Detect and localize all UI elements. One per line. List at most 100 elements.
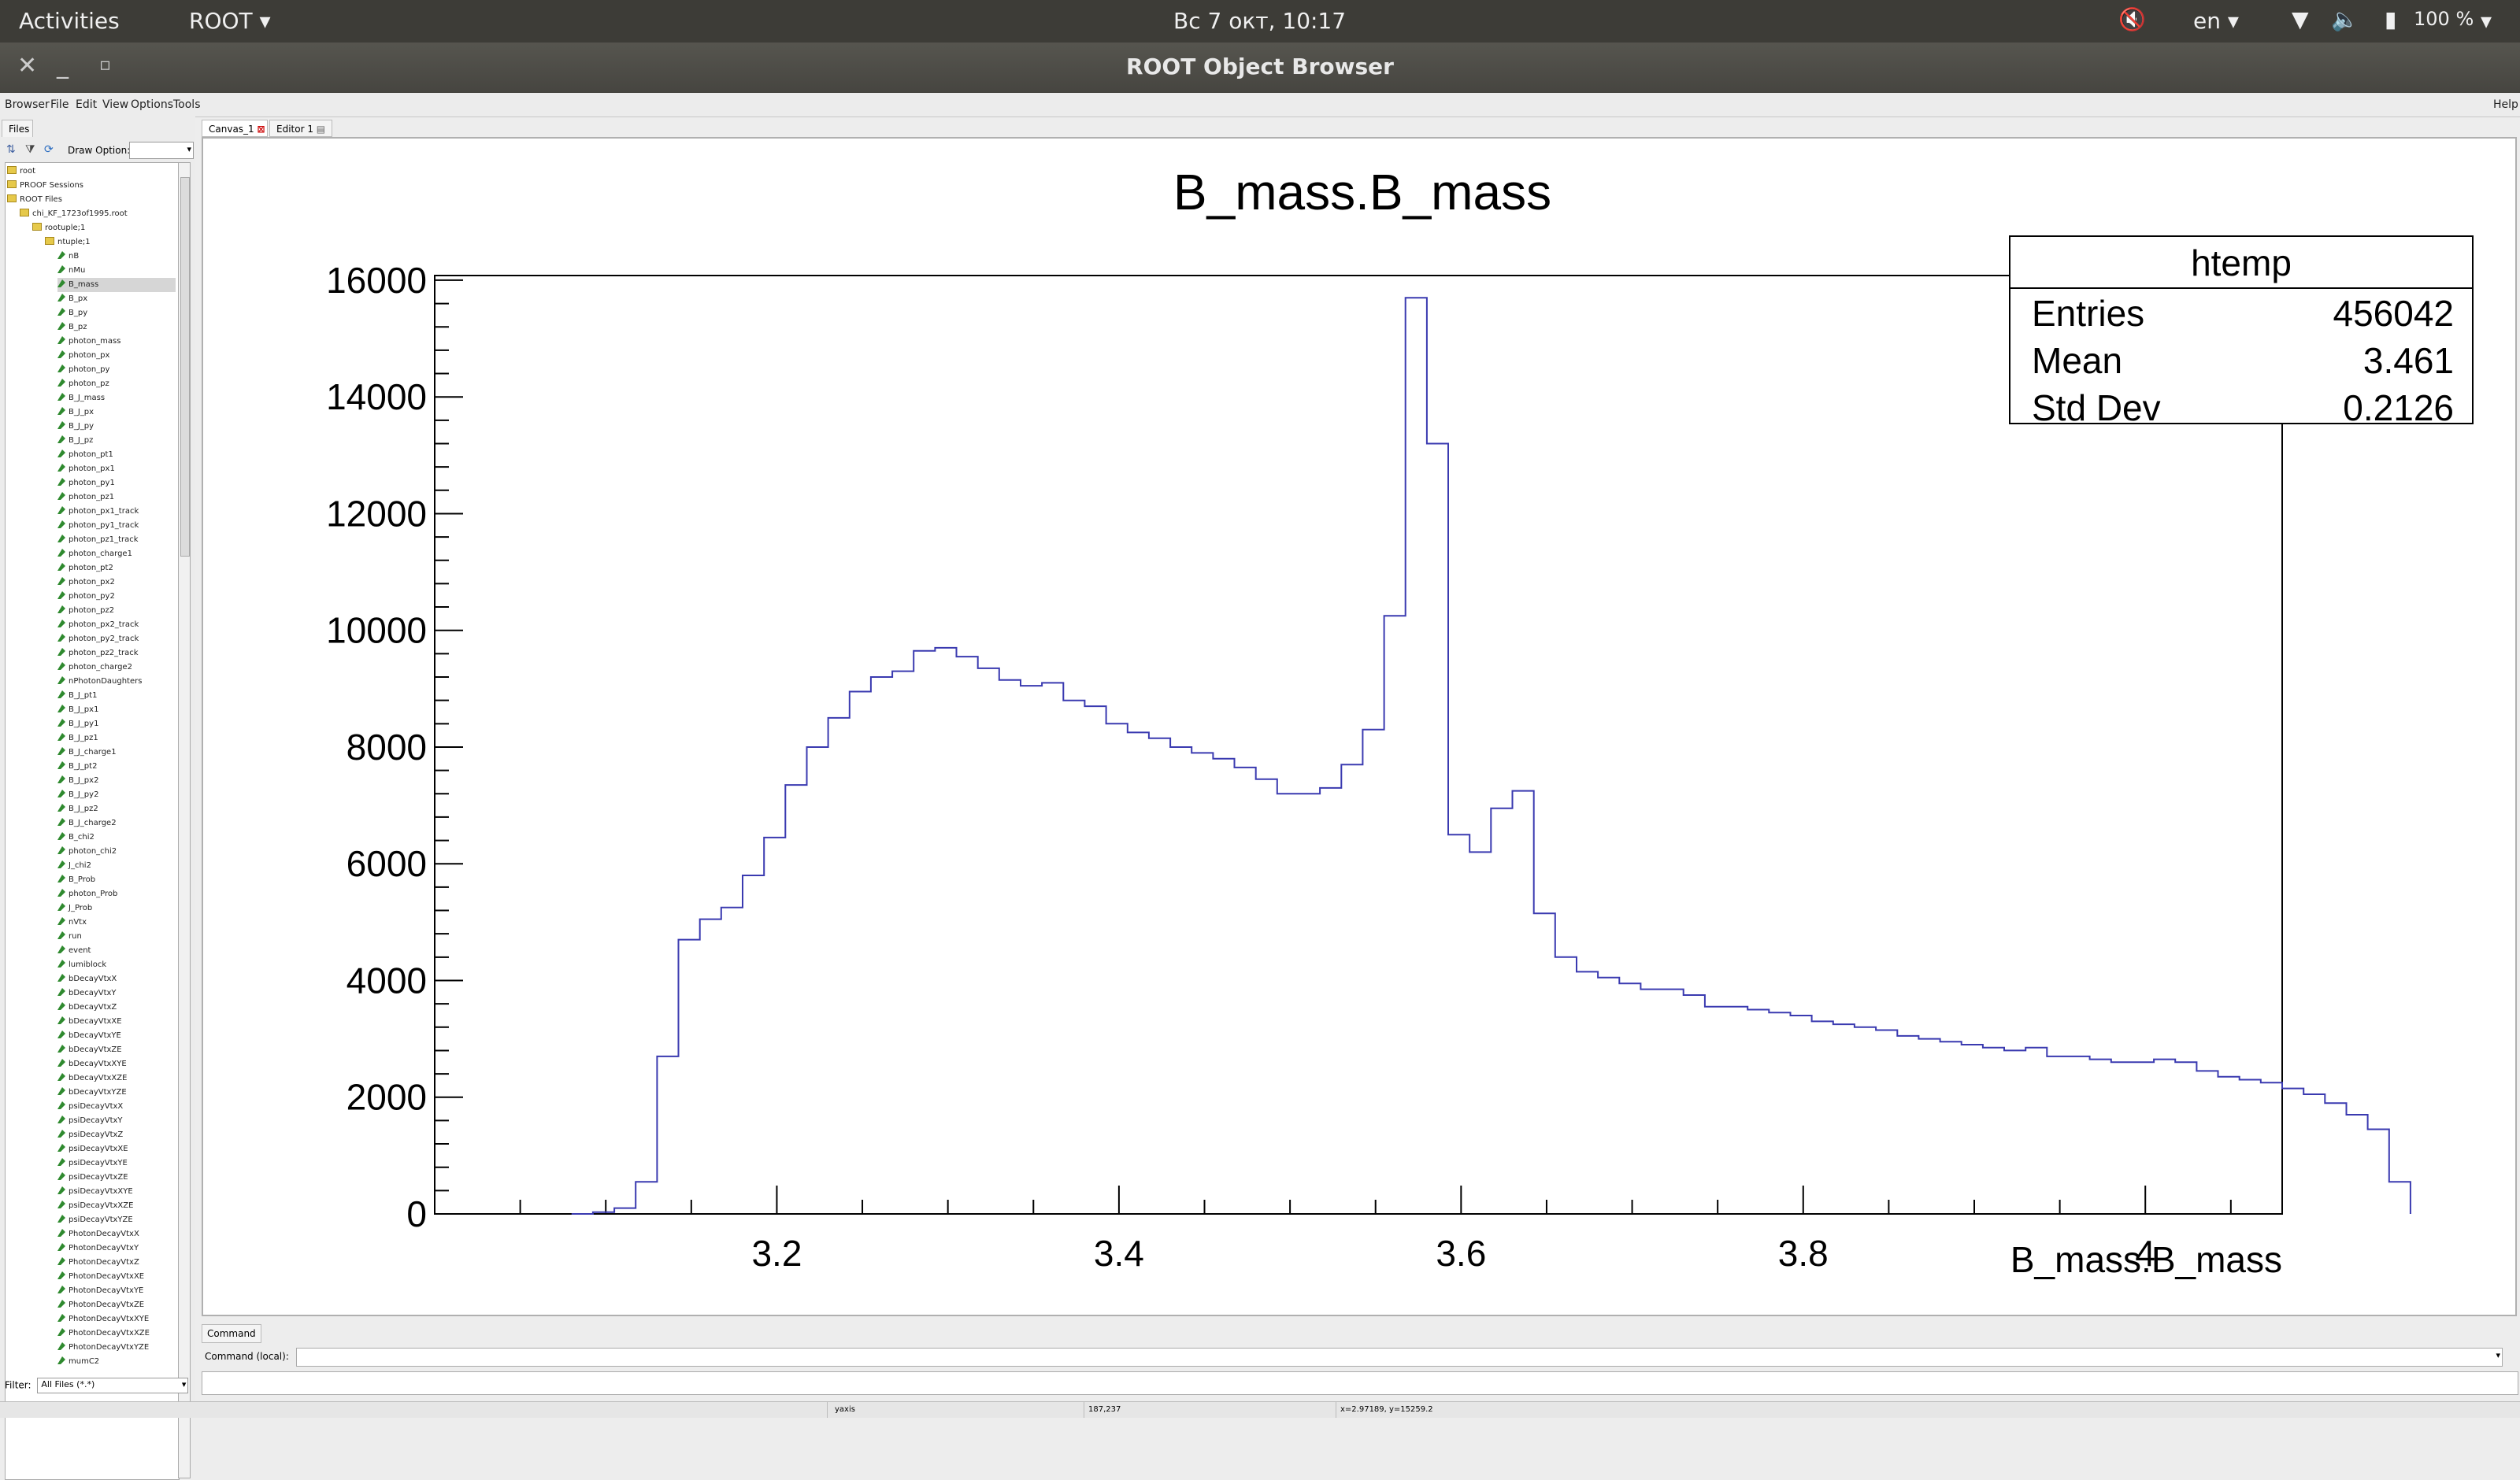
tree-item[interactable]: photon_pz1 — [57, 490, 114, 505]
tree-item[interactable]: psiDecayVtxZE — [57, 1171, 128, 1185]
tree-item[interactable]: bDecayVtxXZE — [57, 1071, 127, 1086]
tree-item[interactable]: photon_py2_track — [57, 632, 139, 646]
tree-item[interactable]: PhotonDecayVtxXYE — [57, 1312, 149, 1326]
tree-item[interactable]: B_J_py — [57, 420, 94, 434]
tree-item[interactable]: B_J_charge2 — [57, 816, 117, 831]
tree-item[interactable]: mumC2 — [57, 1355, 99, 1369]
tree-item[interactable]: B_J_pz2 — [57, 802, 98, 816]
tree-item[interactable]: photon_pz2 — [57, 604, 114, 618]
tree-item[interactable]: B_J_pz — [57, 434, 93, 448]
tree-item[interactable]: photon_py2 — [57, 590, 115, 604]
mute-icon[interactable]: 🔇 — [2118, 6, 2146, 32]
tab-editor[interactable]: Editor 1 ▤ — [269, 120, 332, 137]
tree-item[interactable]: B_J_charge1 — [57, 746, 117, 760]
tree-item[interactable]: bDecayVtxXYE — [57, 1057, 127, 1071]
tree-item[interactable]: psiDecayVtxYE — [57, 1156, 128, 1171]
tree-item[interactable]: run — [57, 930, 82, 944]
close-icon[interactable]: ⊠ — [257, 124, 265, 135]
tree-item[interactable]: ntuple;1 — [45, 235, 91, 250]
tree-item[interactable]: psiDecayVtxY — [57, 1114, 123, 1128]
activities-button[interactable]: Activities — [19, 8, 120, 34]
tree-item[interactable]: psiDecayVtxXZE — [57, 1199, 133, 1213]
tree-item[interactable]: B_J_pz1 — [57, 731, 98, 746]
tree-item[interactable]: photon_mass — [57, 335, 120, 349]
tree-item[interactable]: psiDecayVtxYZE — [57, 1213, 133, 1227]
tree-item[interactable]: photon_px1_track — [57, 505, 139, 519]
tree-item[interactable]: photon_Prob — [57, 887, 117, 901]
menu-help[interactable]: Help — [2493, 98, 2518, 111]
tree-item[interactable]: bDecayVtxYE — [57, 1029, 121, 1043]
filter-icon[interactable]: ⧩ — [25, 143, 35, 156]
tab-files[interactable]: Files — [2, 120, 33, 137]
tree-item[interactable]: B_Prob — [57, 873, 95, 887]
tree-item[interactable]: psiDecayVtxXYE — [57, 1185, 133, 1199]
tree-item[interactable]: B_chi2 — [57, 831, 94, 845]
tree-item[interactable]: rootuple;1 — [32, 221, 85, 235]
tree-item[interactable]: lumiblock — [57, 958, 106, 972]
tree-item[interactable]: photon_py — [57, 363, 109, 377]
tree-item[interactable]: photon_py1 — [57, 476, 115, 490]
tree-item[interactable]: nVtx — [57, 916, 87, 930]
tree-item[interactable]: PhotonDecayVtxX — [57, 1227, 139, 1241]
tree-item[interactable]: PhotonDecayVtxZE — [57, 1298, 144, 1312]
tree-item[interactable]: PhotonDecayVtxYE — [57, 1284, 143, 1298]
tree-item[interactable]: B_J_py2 — [57, 788, 98, 802]
tree-item[interactable]: root — [7, 165, 35, 179]
tree-item[interactable]: event — [57, 944, 91, 958]
filter-select[interactable]: All Files (*.*) ▾ — [37, 1378, 189, 1393]
tree-item[interactable]: nMu — [57, 264, 85, 278]
language-menu[interactable]: en ▾ — [2193, 8, 2239, 34]
refresh-icon[interactable]: ⟳ — [44, 143, 54, 156]
tree-item[interactable]: photon_pz2_track — [57, 646, 139, 660]
tree-item[interactable]: bDecayVtxYZE — [57, 1086, 127, 1100]
tree-item[interactable]: photon_py1_track — [57, 519, 139, 533]
tree-item[interactable]: nPhotonDaughters — [57, 675, 142, 689]
tree-item[interactable]: B_J_px1 — [57, 703, 98, 717]
tree-item[interactable]: B_J_py1 — [57, 717, 98, 731]
histogram-chart[interactable]: B_mass.B_mass 0 2000 4000 6000 8000 10000 1200… — [203, 139, 2515, 1315]
tab-command[interactable]: Command — [202, 1324, 261, 1343]
root-canvas[interactable]: B_mass.B_mass 0 2000 4000 6000 8000 10000 1200… — [202, 137, 2517, 1316]
menu-edit[interactable]: Edit — [76, 98, 98, 111]
menu-options[interactable]: Options — [131, 98, 174, 111]
menu-file[interactable]: File — [50, 98, 69, 111]
tree-item[interactable]: J_chi2 — [57, 859, 91, 873]
wifi-icon[interactable]: ▼ — [2292, 6, 2309, 32]
draw-option-select[interactable]: ▾ — [129, 142, 194, 159]
tree-item[interactable]: photon_pt2 — [57, 561, 113, 575]
volume-icon[interactable]: 🔈 — [2331, 6, 2359, 32]
menu-view[interactable]: View — [102, 98, 129, 111]
tree-item[interactable]: B_J_px2 — [57, 774, 98, 788]
app-menu[interactable]: ROOT ▾ — [189, 8, 271, 34]
tree-item[interactable]: PhotonDecayVtxYZE — [57, 1341, 149, 1355]
tree-item[interactable]: PROOF Sessions — [7, 179, 83, 193]
tree-item[interactable]: bDecayVtxXE — [57, 1015, 122, 1029]
tree-item[interactable]: PhotonDecayVtxXE — [57, 1270, 144, 1284]
battery-icon[interactable]: ▮ — [2385, 6, 2397, 32]
tree-item[interactable]: bDecayVtxY — [57, 986, 117, 1001]
tree-item[interactable]: photon_charge2 — [57, 660, 132, 675]
tree-item[interactable]: photon_pz — [57, 377, 109, 391]
tree-item[interactable]: B_J_px — [57, 405, 94, 420]
tree-item[interactable]: photon_px2 — [57, 575, 115, 590]
tree-item[interactable]: photon_px — [57, 349, 109, 363]
tree-item[interactable]: chi_KF_1723of1995.root — [20, 207, 128, 221]
tree-item[interactable]: B_mass — [57, 278, 176, 292]
close-icon[interactable]: ✕ — [17, 52, 38, 80]
tree-item[interactable]: photon_px2_track — [57, 618, 139, 632]
tree-item[interactable]: psiDecayVtxZ — [57, 1128, 123, 1142]
tree-item[interactable]: B_px — [57, 292, 87, 306]
tree-item[interactable]: ROOT Files — [7, 193, 62, 207]
tree-item[interactable]: B_J_pt2 — [57, 760, 97, 774]
tree-item[interactable]: B_J_mass — [57, 391, 105, 405]
minimize-icon[interactable]: _ — [57, 52, 69, 80]
tree-item[interactable]: bDecayVtxX — [57, 972, 117, 986]
tree-item[interactable]: bDecayVtxZE — [57, 1043, 122, 1057]
tree-item[interactable]: PhotonDecayVtxY — [57, 1241, 139, 1256]
stats-box[interactable]: htemp Entries 456042 Mean 3.461 Std Dev … — [2009, 235, 2474, 428]
clock[interactable]: Вс 7 окт, 10:17 — [1173, 8, 1347, 34]
tree-item[interactable]: photon_px1 — [57, 462, 115, 476]
sort-icon[interactable]: ⇅ — [6, 143, 16, 156]
tree-item[interactable]: B_py — [57, 306, 87, 320]
command-input[interactable]: ▾ — [296, 1348, 2503, 1367]
